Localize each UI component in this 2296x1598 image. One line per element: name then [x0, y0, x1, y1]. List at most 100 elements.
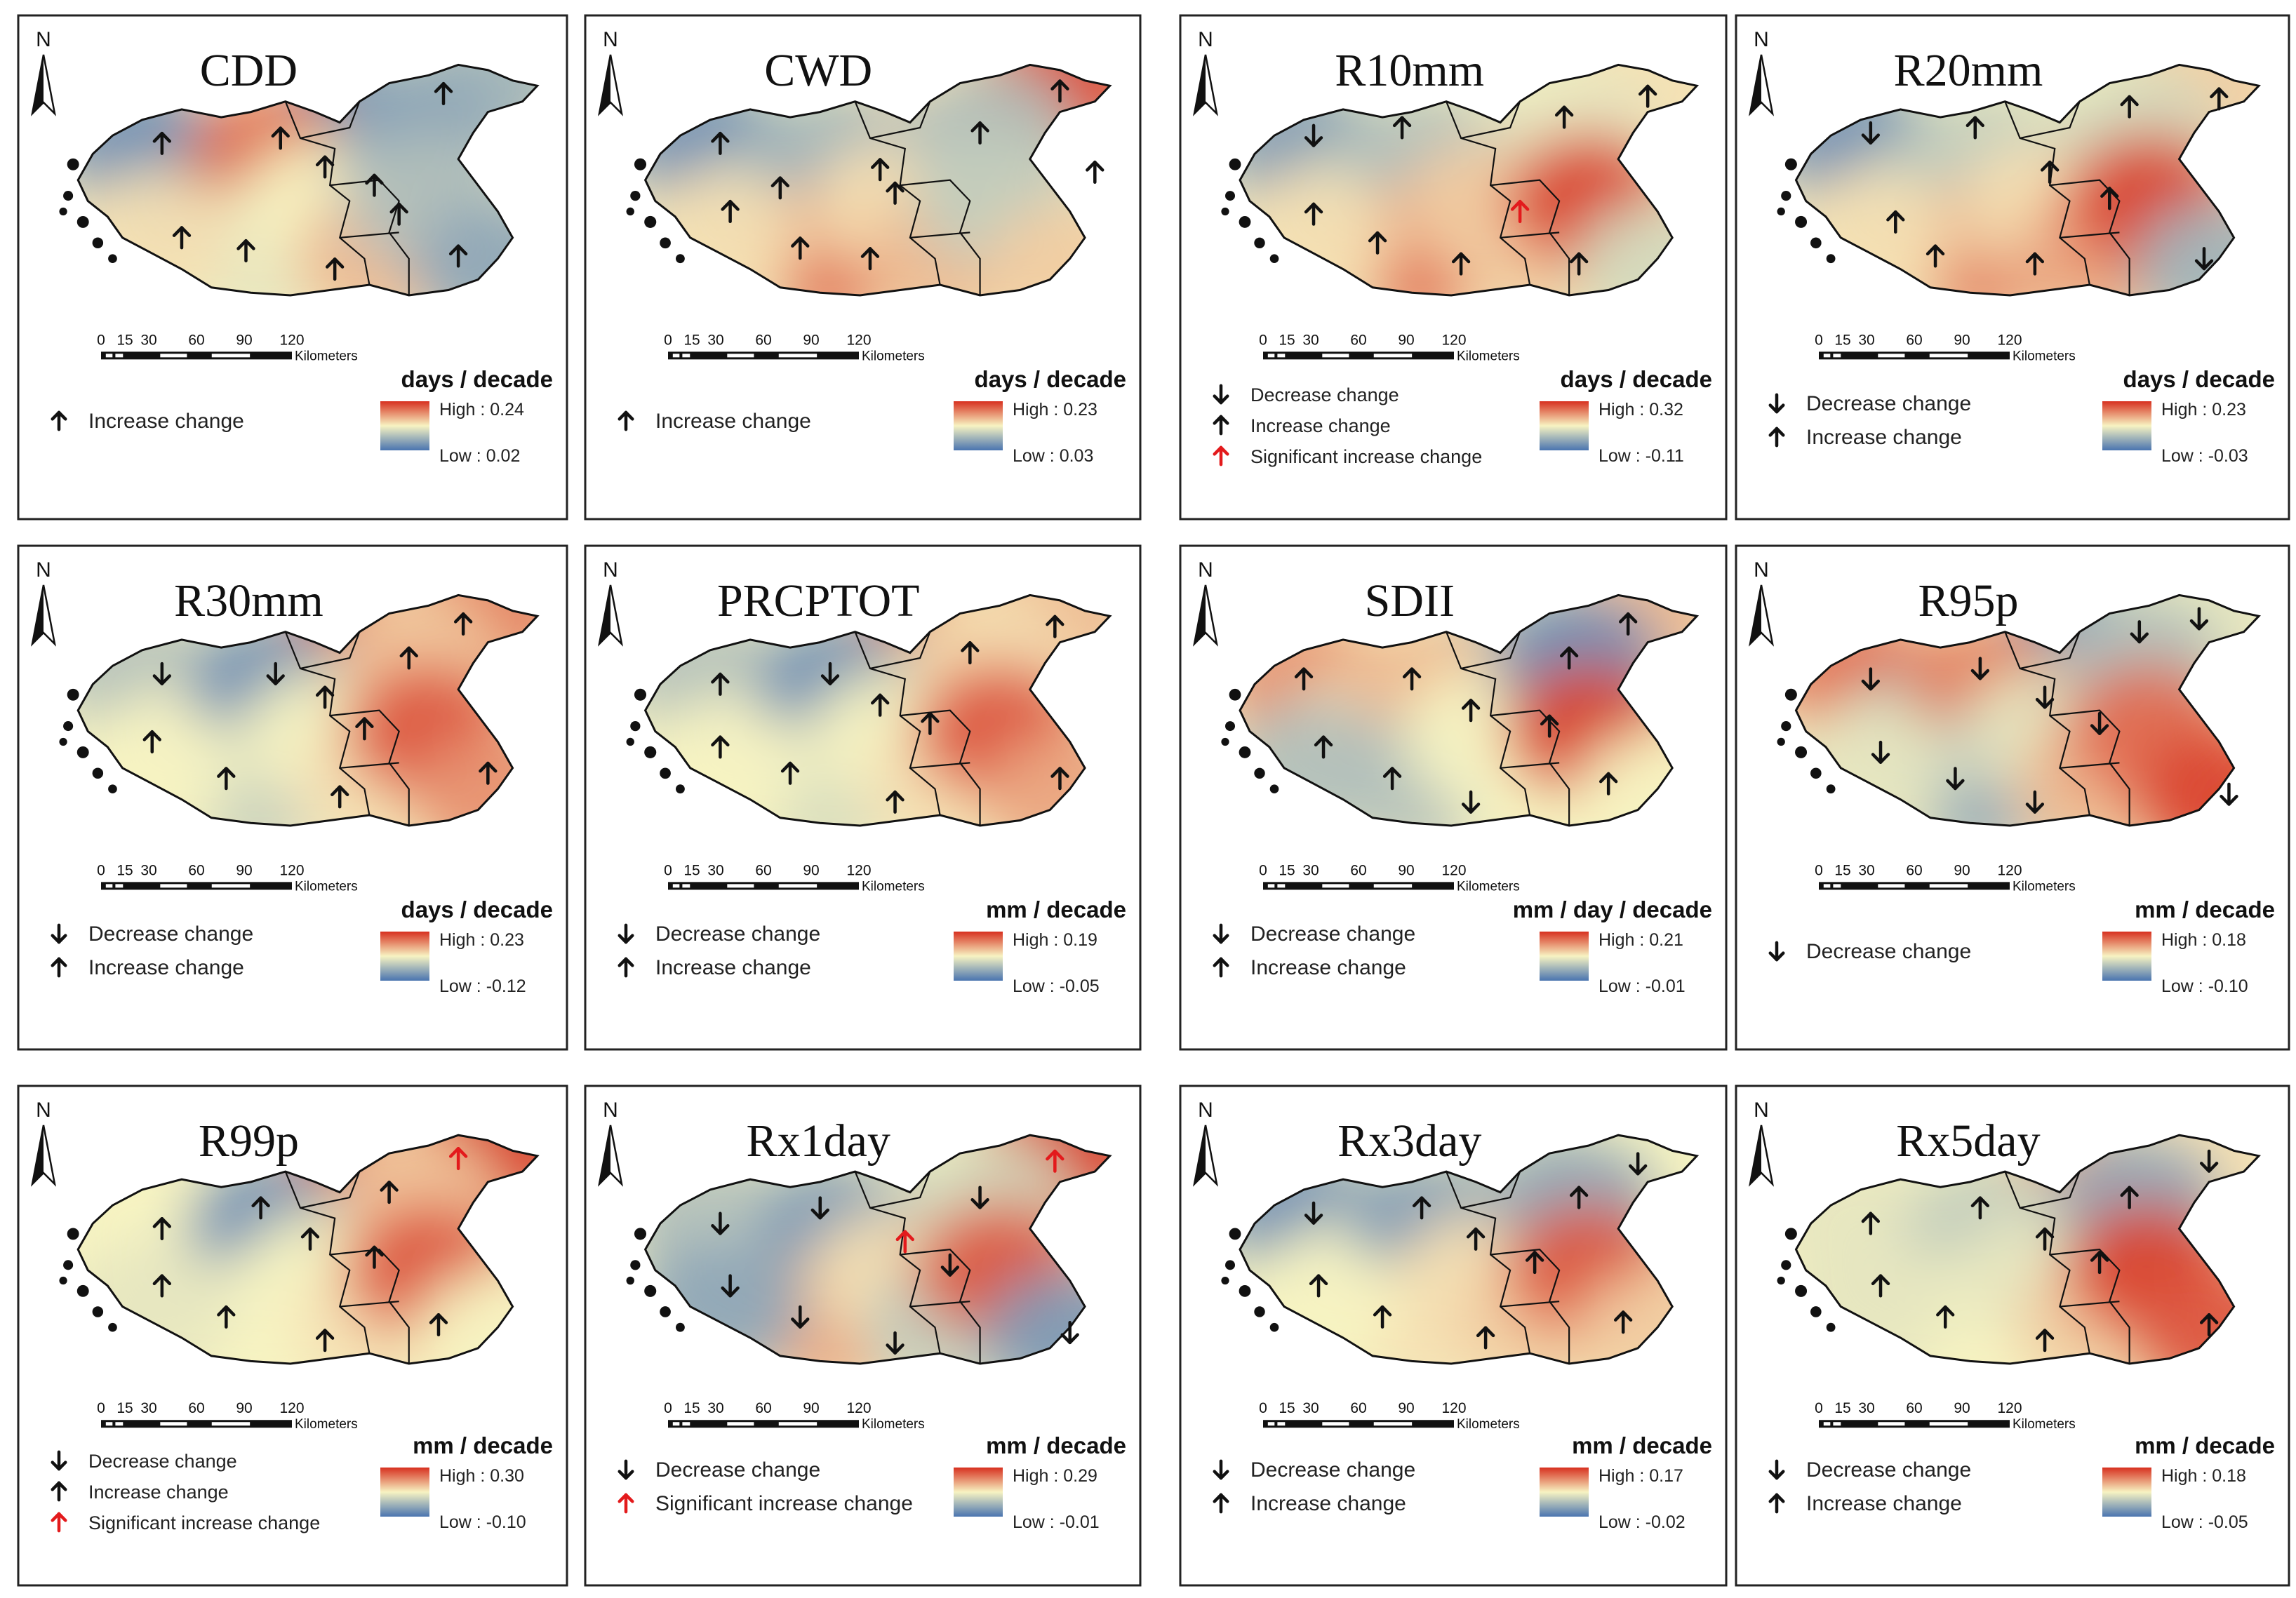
station-arrow	[970, 1186, 989, 1209]
county-boundary	[869, 101, 931, 140]
station-arrow	[453, 612, 473, 636]
color-ramp	[380, 932, 429, 981]
island-mark	[644, 746, 657, 758]
station-arrow	[152, 662, 172, 685]
station-arrow	[1861, 1211, 1881, 1235]
island-mark	[1777, 1276, 1785, 1285]
island-mark	[1795, 746, 1808, 758]
county-boundary	[909, 762, 970, 769]
island-mark	[634, 1228, 647, 1240]
station-arrow	[2025, 252, 2045, 276]
unit-label: days / decade	[401, 366, 553, 392]
station-arrow	[429, 1312, 448, 1337]
north-label: N	[1754, 558, 1769, 582]
station-arrow	[711, 1211, 730, 1235]
island-mark	[1826, 254, 1836, 264]
island-mark	[1254, 767, 1265, 779]
station-arrow	[1304, 202, 1323, 226]
region-outline	[1239, 63, 1700, 297]
station-arrow	[2040, 160, 2060, 184]
scale-tick-label: 30	[1302, 332, 1319, 348]
legend-arrow-icon	[618, 410, 634, 431]
north-arrow-icon: N	[598, 1099, 623, 1187]
color-ramp-legend: days / decade High : 0.32 Low : -0.11	[1540, 366, 1712, 466]
north-arrow-icon: N	[1193, 28, 1218, 116]
station-arrow	[921, 711, 940, 735]
panel-title: Rx5day	[1896, 1115, 2040, 1167]
scale-tick-label: 30	[140, 332, 156, 348]
legend-arrow-icon	[51, 410, 67, 431]
station-arrow	[380, 1181, 399, 1204]
north-label: N	[603, 28, 618, 51]
county-boundary	[330, 179, 410, 295]
scale-tick-label: 0	[97, 332, 105, 348]
station-arrow	[1476, 1326, 1495, 1350]
scale-tick-label: 120	[846, 862, 871, 878]
station-arrow	[1461, 790, 1481, 814]
station-arrow	[399, 646, 418, 670]
color-ramp	[380, 1468, 429, 1517]
island-mark	[630, 190, 641, 201]
panel-title: PRCPTOT	[717, 575, 920, 626]
island-mark	[676, 254, 685, 264]
county-boundary	[869, 1171, 931, 1209]
county-boundary	[1500, 762, 1560, 769]
station-arrow	[300, 1227, 320, 1251]
color-ramp	[1540, 1468, 1589, 1517]
county-boundary	[1490, 709, 1570, 826]
scale-tick-label: 90	[236, 332, 252, 348]
color-ramp-legend: mm / decade High : 0.18 Low : -0.05	[2102, 1432, 2275, 1532]
scale-tick-label: 60	[1350, 1400, 1366, 1416]
scale-tick-label: 15	[1279, 1400, 1295, 1416]
station-arrow	[152, 131, 172, 155]
legend-arrow-icon	[1768, 1459, 1785, 1480]
county-boundary	[1490, 179, 1570, 295]
county-boundary	[300, 101, 361, 140]
legend-arrow-icon	[51, 957, 67, 978]
north-arrow-icon: N	[31, 28, 56, 116]
scale-tick-label: 0	[97, 862, 105, 878]
arrow-legend: Increase change	[51, 410, 244, 433]
island-mark	[1229, 1228, 1241, 1240]
legend-arrow-icon	[618, 1493, 634, 1514]
panel-title: R10mm	[1335, 45, 1484, 96]
county-boundary	[2004, 1171, 2090, 1354]
panel-title: CWD	[764, 45, 872, 96]
station-arrow	[1314, 735, 1333, 759]
scale-tick-label: 15	[1834, 332, 1850, 348]
island-mark	[1269, 1322, 1279, 1332]
north-label: N	[603, 1099, 618, 1122]
island-mark	[1826, 784, 1836, 794]
legend-label-increase: Increase change	[88, 956, 244, 979]
station-arrow	[860, 247, 880, 271]
county-boundary	[1500, 1301, 1560, 1308]
scale-tick-label: 15	[683, 332, 700, 348]
unit-label: mm / decade	[986, 1432, 1126, 1458]
station-arrow	[1970, 1196, 1990, 1220]
station-arrow	[1451, 252, 1471, 276]
island-mark	[676, 784, 685, 794]
scale-unit-label: Kilometers	[2013, 879, 2076, 894]
county-boundary	[2050, 1248, 2130, 1364]
region-outline	[1794, 63, 2261, 297]
ramp-high-label: High : 0.32	[1598, 400, 1683, 419]
island-mark	[63, 191, 74, 201]
scale-tick-label: 60	[1906, 332, 1922, 348]
unit-label: days / decade	[401, 897, 553, 922]
scale-tick-label: 120	[279, 332, 304, 348]
island-mark	[634, 688, 647, 701]
scale-tick-label: 120	[1441, 862, 1466, 878]
scale-tick-label: 90	[1954, 332, 1970, 348]
station-arrow	[2220, 782, 2238, 806]
station-arrow	[961, 640, 980, 665]
arrow-legend: Decrease change	[1768, 940, 1971, 963]
station-arrow	[2199, 1312, 2219, 1337]
county-boundary	[284, 101, 371, 286]
scale-tick-label: 90	[236, 1400, 252, 1416]
scale-tick-label: 60	[755, 862, 771, 878]
scale-tick-label: 0	[1259, 332, 1267, 348]
island-mark	[1229, 158, 1241, 170]
